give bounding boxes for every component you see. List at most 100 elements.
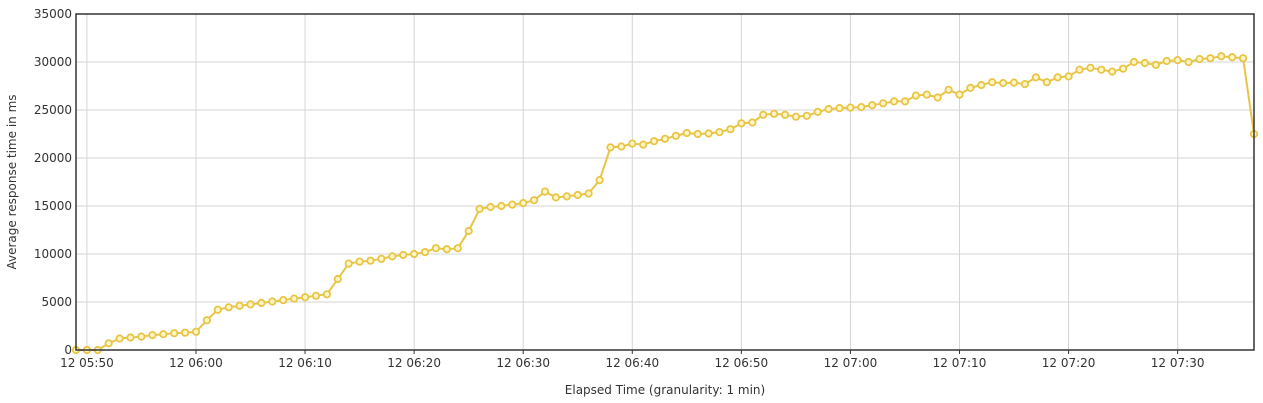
y-axis-title: Average response time in ms — [5, 94, 19, 269]
data-point — [715, 128, 724, 137]
data-point — [486, 202, 495, 212]
data-point — [824, 104, 833, 114]
x-tick-label: 12 07:10 — [933, 356, 987, 370]
data-point — [137, 332, 146, 341]
data-point — [355, 257, 364, 266]
data-point — [813, 107, 822, 117]
data-point — [1228, 53, 1237, 62]
data-point — [540, 187, 550, 196]
data-point — [104, 339, 113, 348]
data-point — [660, 134, 670, 143]
data-point — [617, 142, 626, 151]
data-point — [748, 118, 757, 127]
data-point — [442, 245, 451, 254]
data-point — [933, 93, 942, 102]
x-axis-ticks: 12 05:50 12 06:00 12 06:10 12 06:20 12 06:30… — [60, 350, 1204, 370]
data-point — [519, 199, 528, 208]
data-point — [835, 104, 844, 113]
data-point — [464, 226, 473, 236]
data-point — [955, 90, 964, 99]
data-point — [966, 83, 975, 93]
data-point — [159, 330, 168, 339]
data-point — [737, 119, 746, 128]
data-point — [508, 200, 517, 209]
data-point — [628, 139, 637, 148]
x-tick-label: 12 06:40 — [605, 356, 659, 370]
data-point — [846, 103, 855, 112]
data-point — [780, 110, 790, 119]
data-point — [1075, 65, 1084, 74]
data-point — [1042, 78, 1051, 87]
data-point — [497, 201, 506, 211]
data-point — [1184, 57, 1193, 67]
data-point — [366, 256, 375, 265]
x-axis-title: Elapsed Time (granularity: 1 min) — [565, 383, 765, 397]
data-point — [606, 143, 615, 152]
data-point — [1173, 55, 1182, 65]
x-tick-label: 12 06:30 — [496, 356, 550, 370]
data-point — [639, 140, 648, 149]
data-point — [791, 112, 801, 121]
data-point — [300, 293, 310, 302]
y-tick-label: 0 — [64, 343, 72, 357]
data-point — [988, 78, 997, 87]
data-point — [279, 295, 288, 305]
y-tick-label: 10000 — [34, 247, 72, 261]
data-point — [759, 110, 768, 119]
data-point — [377, 254, 386, 263]
data-point — [333, 274, 342, 284]
data-point — [181, 328, 190, 337]
data-point — [431, 244, 440, 253]
data-point — [191, 327, 201, 336]
data-point — [1195, 54, 1204, 64]
data-point — [562, 192, 571, 201]
data-point — [878, 99, 888, 108]
data-point — [551, 193, 561, 202]
data-point — [420, 248, 430, 257]
data-point — [704, 129, 713, 138]
data-point — [311, 291, 321, 300]
data-point — [529, 196, 539, 205]
data-point — [1031, 73, 1041, 82]
data-point — [693, 129, 702, 139]
x-tick-label: 12 07:30 — [1151, 356, 1205, 370]
data-point — [322, 290, 331, 299]
data-point — [1020, 80, 1030, 89]
data-point — [671, 131, 681, 140]
data-point — [769, 109, 779, 118]
x-tick-label: 12 07:20 — [1042, 356, 1096, 370]
data-point — [475, 204, 484, 213]
data-point — [682, 128, 691, 138]
data-point — [1162, 56, 1171, 66]
data-point — [170, 329, 179, 338]
data-point — [268, 297, 277, 306]
data-point — [1064, 72, 1073, 81]
data-point — [289, 294, 299, 303]
data-point — [900, 97, 910, 106]
data-point — [573, 190, 582, 200]
data-point — [1097, 65, 1106, 74]
data-point — [922, 90, 931, 99]
data-point — [115, 334, 124, 343]
x-tick-label: 12 06:50 — [715, 356, 769, 370]
data-point — [868, 101, 877, 110]
data-point — [1009, 78, 1019, 87]
data-point — [998, 79, 1008, 88]
plot-frame — [75, 13, 1255, 351]
data-point — [649, 137, 659, 146]
data-point — [399, 250, 408, 260]
data-point — [911, 91, 921, 100]
y-tick-label: 5000 — [41, 295, 72, 309]
data-point — [1239, 54, 1248, 63]
data-point — [202, 316, 211, 325]
x-tick-label: 12 05:50 — [60, 356, 114, 370]
y-tick-label: 30000 — [34, 55, 72, 69]
data-point — [584, 189, 593, 198]
data-point — [148, 330, 157, 340]
data-point — [409, 249, 419, 259]
y-tick-label: 20000 — [34, 151, 72, 165]
data-point — [224, 303, 233, 312]
data-point — [1108, 67, 1117, 76]
data-point — [453, 244, 462, 253]
data-point — [246, 300, 255, 309]
